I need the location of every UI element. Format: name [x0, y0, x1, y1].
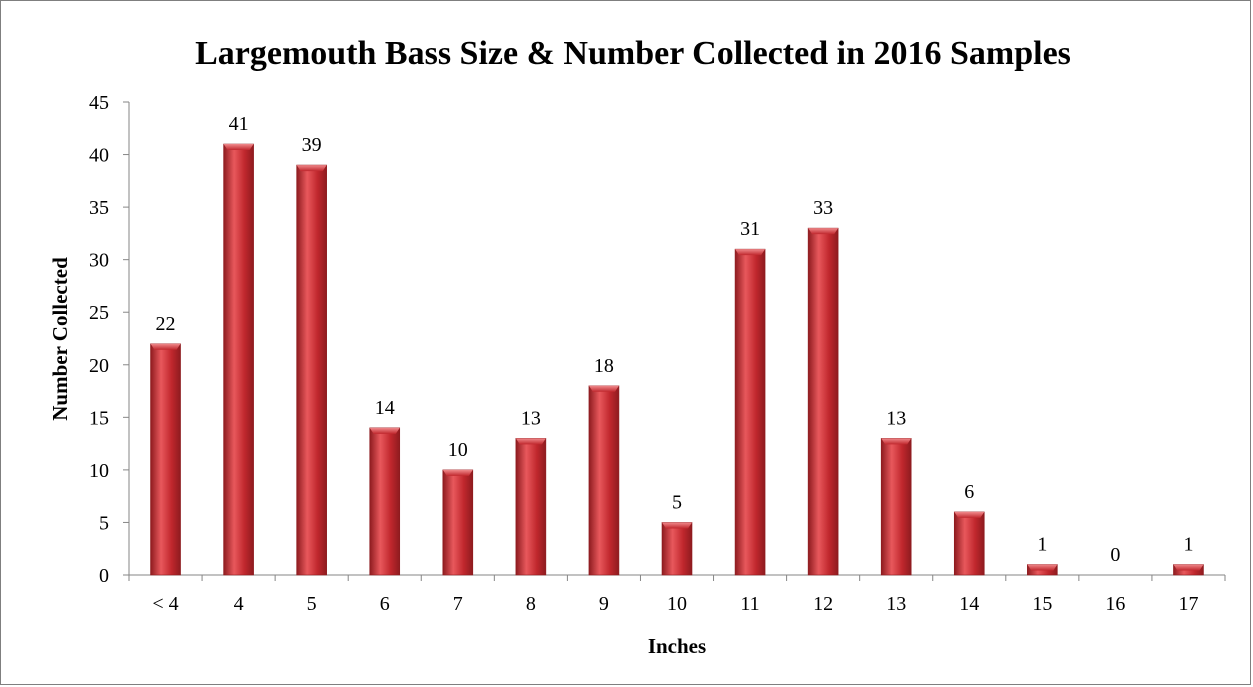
bar-cap [954, 511, 985, 518]
bar-cap [735, 249, 766, 256]
y-tick-label: 5 [99, 512, 109, 534]
x-tick-label: 14 [959, 593, 979, 615]
bar-body [515, 438, 547, 576]
bar-body [880, 438, 912, 576]
data-label: 0 [1110, 544, 1120, 566]
bar-13 [1027, 564, 1058, 576]
bar-7 [588, 385, 620, 576]
y-tick-label: 35 [89, 197, 109, 219]
y-tick-label: 30 [89, 250, 109, 272]
bar-cap [1027, 564, 1058, 571]
bar-cap [150, 343, 181, 350]
bar-body [369, 427, 401, 576]
bar-body [223, 143, 254, 576]
y-tick-label: 45 [89, 92, 109, 114]
data-label: 41 [229, 113, 249, 135]
bar-body [661, 522, 693, 576]
data-label: 13 [521, 407, 541, 429]
bar-cap [1173, 564, 1204, 571]
data-label: 33 [813, 197, 833, 219]
x-tick-label: < 4 [152, 593, 178, 615]
x-axis-title: Inches [648, 634, 706, 658]
x-tick-label: 4 [234, 593, 244, 615]
data-label: 6 [964, 481, 974, 503]
y-tick-label: 0 [99, 565, 109, 587]
x-tick-label: 16 [1105, 593, 1125, 615]
bar-12 [953, 511, 985, 576]
bar-2 [223, 143, 254, 576]
bar-cap [588, 385, 619, 392]
x-tick-label: 15 [1032, 593, 1052, 615]
bar-cap [296, 165, 327, 172]
data-label: 1 [1037, 533, 1047, 555]
bar-cap [515, 438, 546, 445]
x-tick-label: 12 [813, 593, 833, 615]
y-tick-label: 10 [89, 460, 109, 482]
x-tick-label: 13 [886, 593, 906, 615]
bar-11 [880, 438, 912, 576]
bar-6 [515, 438, 547, 576]
data-label: 13 [886, 407, 906, 429]
x-tick-label: 7 [453, 593, 463, 615]
data-label: 14 [375, 397, 395, 419]
bar-cap [808, 228, 839, 235]
y-tick-label: 15 [89, 407, 109, 429]
bar-4 [369, 427, 401, 576]
bar-3 [296, 164, 327, 576]
bar-body [442, 469, 474, 576]
x-tick-label: 9 [599, 593, 609, 615]
x-tick-label: 6 [380, 593, 390, 615]
y-tick-label: 40 [89, 145, 109, 167]
y-axis-title: Number Collected [48, 257, 72, 421]
y-tick-label: 20 [89, 355, 109, 377]
data-label: 18 [594, 355, 614, 377]
data-label: 1 [1183, 533, 1193, 555]
bar-8 [661, 522, 693, 576]
bar-cap [369, 427, 400, 434]
bar-5 [442, 469, 474, 576]
data-label: 39 [302, 134, 322, 156]
bar-10 [807, 227, 839, 576]
bar-cap [662, 522, 692, 529]
bar-cap [881, 438, 912, 445]
bar-body [588, 385, 620, 576]
bar-cap [223, 144, 254, 151]
bar-body [296, 164, 327, 576]
data-label: 31 [740, 218, 760, 240]
bar-body [150, 343, 181, 576]
data-label: 22 [156, 313, 176, 335]
bars [150, 143, 1204, 576]
chart-title: Largemouth Bass Size & Number Collected … [195, 35, 1071, 72]
x-tick-label: 8 [526, 593, 536, 615]
bar-body [734, 248, 766, 576]
x-tick-label: 5 [307, 593, 317, 615]
bar-15 [1173, 564, 1204, 576]
data-label: 10 [448, 439, 468, 461]
x-tick-label: 10 [667, 593, 687, 615]
bar-cap [442, 469, 473, 476]
bar-1 [150, 343, 181, 576]
bar-body [807, 227, 839, 576]
x-tick-label: 11 [740, 593, 759, 615]
bar-9 [734, 248, 766, 576]
bar-body [953, 511, 985, 576]
data-label: 5 [672, 491, 682, 513]
x-tick-label: 17 [1178, 593, 1198, 615]
y-tick-label: 25 [89, 302, 109, 324]
